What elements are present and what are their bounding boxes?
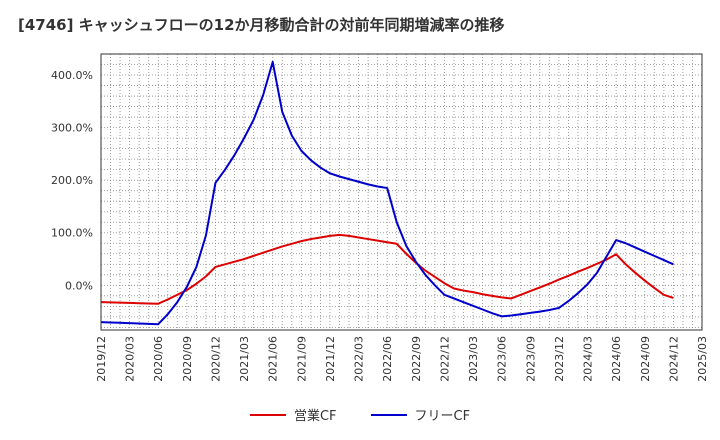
- x-tick-label: 2020/09: [181, 336, 194, 382]
- x-tick-label: 2024/03: [582, 336, 595, 382]
- x-tick-label: 2023/09: [524, 336, 537, 382]
- x-tick-label: 2025/03: [696, 336, 709, 382]
- legend-label-operating-cf: 営業CF: [293, 409, 337, 424]
- x-tick-label: 2024/12: [667, 336, 680, 382]
- x-tick-label: 2022/09: [410, 336, 423, 382]
- x-tick-label: 2021/03: [238, 336, 251, 382]
- legend-swatch-operating-cf: [249, 413, 286, 416]
- legend: 営業CF フリーCF: [0, 405, 720, 424]
- x-tick-label: 2021/12: [324, 336, 337, 382]
- plot-border: [100, 53, 703, 331]
- x-tick-label: 2022/03: [353, 336, 366, 382]
- plot-background: [101, 54, 702, 330]
- chart-title: [4746] キャッシュフローの12か月移動合計の対前年同期増減率の推移: [18, 16, 505, 34]
- x-tick-label: 2020/06: [152, 336, 165, 382]
- x-tick-label: 2021/06: [267, 336, 280, 382]
- x-tick-label: 2019/12: [95, 336, 108, 382]
- legend-swatch-free-cf: [370, 413, 407, 416]
- x-tick-label: 2021/09: [295, 336, 308, 382]
- series: [100, 60, 674, 326]
- y-tick-label: 0.0%: [65, 279, 93, 292]
- y-tick-label: 200.0%: [51, 174, 93, 187]
- x-tick-label: 2023/03: [467, 336, 480, 382]
- x-tick-label: 2020/03: [124, 336, 137, 382]
- grid: [101, 54, 702, 330]
- legend-item-operating-cf: 営業CF: [249, 405, 337, 424]
- y-tick-label: 400.0%: [51, 69, 93, 82]
- x-tick-label: 2023/06: [496, 336, 509, 382]
- x-tick-label: 2024/06: [610, 336, 623, 382]
- series-line-operating-cf: [100, 233, 674, 305]
- x-tick-label: 2023/12: [553, 336, 566, 382]
- axes: 0.0% 100.0% 200.0% 300.0% 400.0% 2019/12 2020/…: [51, 69, 709, 382]
- series-line-free-cf: [100, 60, 674, 326]
- legend-item-free-cf: フリーCF: [370, 405, 471, 424]
- legend-label-free-cf: フリーCF: [414, 409, 471, 424]
- x-tick-label: 2022/12: [438, 336, 451, 382]
- x-tick-label: 2020/12: [209, 336, 222, 382]
- x-tick-label: 2024/09: [639, 336, 652, 382]
- x-tick-label: 2022/06: [381, 336, 394, 382]
- y-tick-label: 300.0%: [51, 122, 93, 135]
- y-tick-label: 100.0%: [51, 227, 93, 240]
